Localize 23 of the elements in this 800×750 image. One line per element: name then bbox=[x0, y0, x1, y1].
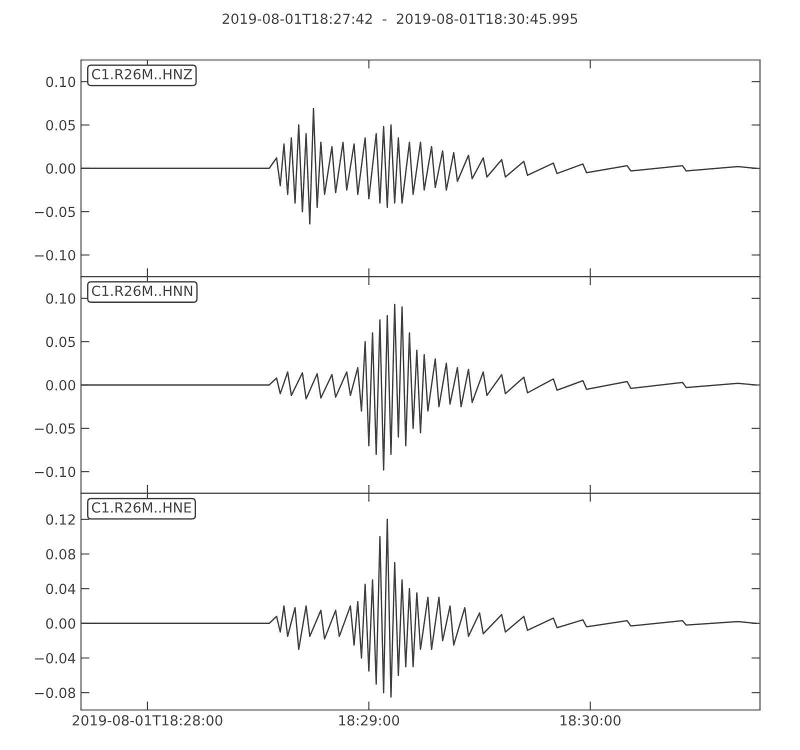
y-tick-label: −0.10 bbox=[35, 250, 76, 260]
annotation: C1.R26M..HNZ bbox=[92, 68, 192, 80]
y-tick-label: −0.10 bbox=[35, 466, 76, 478]
y-tick-label: 0.10 bbox=[46, 293, 76, 304]
y-tick-label: 0.05 bbox=[46, 336, 75, 348]
annotation: C1.R26M..HNE bbox=[92, 502, 191, 513]
y-tick-label: −0.05 bbox=[35, 206, 75, 218]
y-tick-label: 0.05 bbox=[46, 120, 75, 130]
y-tick-label: 0.08 bbox=[46, 548, 76, 560]
y-tick-label: 0.04 bbox=[46, 584, 76, 594]
y-tick-label: 0.00 bbox=[46, 618, 76, 629]
y-tick-label: 0.10 bbox=[46, 76, 76, 88]
y-tick-label: −0.08 bbox=[35, 688, 76, 698]
x-tick-label: 18:30:00 bbox=[560, 715, 621, 726]
x-tick-label: 18:29:00 bbox=[339, 715, 400, 726]
y-tick-label: −0.05 bbox=[35, 423, 75, 434]
y-tick-label: 0.00 bbox=[46, 163, 76, 174]
y-tick-label: −0.04 bbox=[35, 652, 76, 664]
x-tick-label: 2019-08-01T18:28:00 bbox=[72, 715, 222, 726]
annotation: C1.R26M..HNN bbox=[92, 286, 192, 296]
chart-title: 2019-08-01T18:27:42 - 2019-08-01T18:30:45.995 bbox=[222, 14, 578, 24]
y-tick-label: 0.12 bbox=[46, 514, 75, 525]
y-tick-label: 0.00 bbox=[46, 380, 76, 390]
